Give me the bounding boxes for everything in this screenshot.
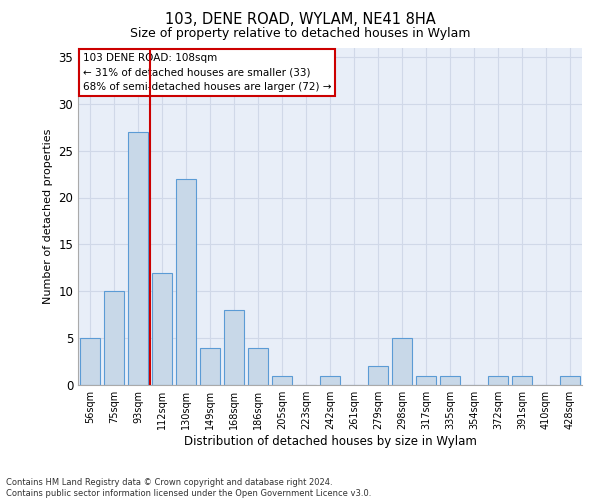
- Bar: [488, 376, 508, 385]
- Bar: [128, 132, 148, 385]
- Text: 103 DENE ROAD: 108sqm
← 31% of detached houses are smaller (33)
68% of semi-deta: 103 DENE ROAD: 108sqm ← 31% of detached …: [83, 52, 332, 92]
- Bar: [104, 291, 124, 385]
- Bar: [320, 376, 340, 385]
- Bar: [224, 310, 244, 385]
- X-axis label: Distribution of detached houses by size in Wylam: Distribution of detached houses by size …: [184, 435, 476, 448]
- Text: Size of property relative to detached houses in Wylam: Size of property relative to detached ho…: [130, 28, 470, 40]
- Bar: [272, 376, 292, 385]
- Bar: [200, 348, 220, 385]
- Y-axis label: Number of detached properties: Number of detached properties: [43, 128, 53, 304]
- Text: 103, DENE ROAD, WYLAM, NE41 8HA: 103, DENE ROAD, WYLAM, NE41 8HA: [164, 12, 436, 28]
- Bar: [152, 272, 172, 385]
- Bar: [560, 376, 580, 385]
- Bar: [368, 366, 388, 385]
- Text: Contains HM Land Registry data © Crown copyright and database right 2024.
Contai: Contains HM Land Registry data © Crown c…: [6, 478, 371, 498]
- Bar: [176, 179, 196, 385]
- Bar: [416, 376, 436, 385]
- Bar: [392, 338, 412, 385]
- Bar: [440, 376, 460, 385]
- Bar: [80, 338, 100, 385]
- Bar: [248, 348, 268, 385]
- Bar: [512, 376, 532, 385]
